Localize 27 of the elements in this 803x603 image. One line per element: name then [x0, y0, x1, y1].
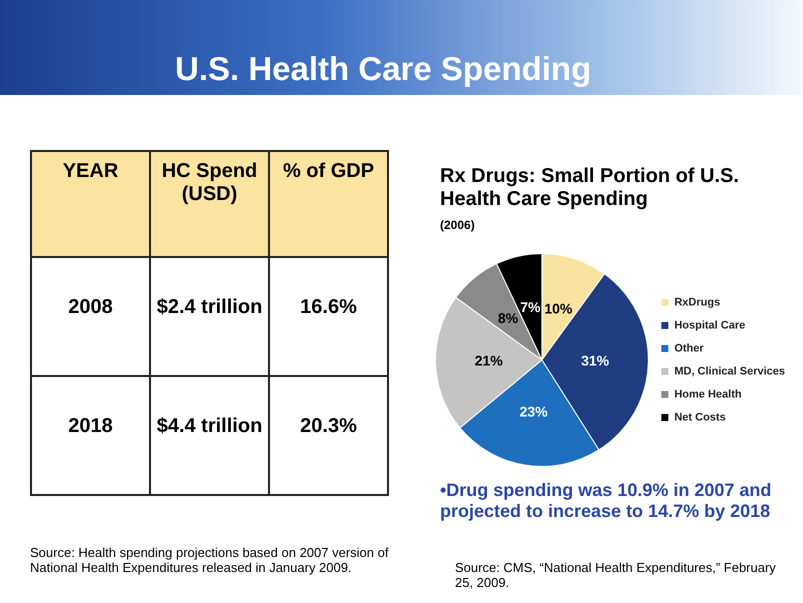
legend-label: Home Health: [674, 388, 742, 401]
text: 2018: [31, 376, 150, 495]
legend-label: Hospital Care: [674, 320, 746, 332]
text: 16.6%: [269, 257, 388, 376]
legend-label: Other: [674, 342, 704, 355]
text: $2.4 trillion: [150, 257, 269, 376]
text: •Drug spending was 10.9% in 2007 and projected to increase to 14.7% by 2018: [440, 480, 772, 522]
data-label: 10%: [544, 300, 573, 316]
data-label: 8%: [498, 310, 519, 326]
text: $4.4 trillion: [150, 376, 269, 495]
data-label: 21%: [474, 352, 504, 369]
text: 2008: [31, 257, 150, 376]
source-note: Source: Health spending projections based on 2007 version of National Health Expenditures released in January 2009.: [30, 545, 390, 575]
text: 20.3%: [269, 376, 388, 495]
source-note: Source: CMS, “National Health Expenditures,” February 25, 2009.: [455, 560, 777, 590]
data-label: 7%: [520, 298, 541, 315]
legend-label: RxDrugs: [674, 296, 720, 309]
data-label: 23%: [520, 403, 548, 420]
text: % of GDP: [269, 151, 388, 257]
data-label: 31%: [581, 352, 610, 369]
text: HC Spend (USD): [150, 151, 269, 257]
legend-label: Net Costs: [674, 412, 726, 424]
text: YEAR: [31, 151, 150, 257]
text: U.S. Health Care Spending: [175, 50, 592, 88]
legend-label: MD, Clinical Services: [674, 366, 786, 378]
chart-title: Rx Drugs: Small Portion of U.S. Health Care Spending: [440, 165, 740, 211]
chart-subtitle: (2006): [440, 218, 475, 232]
